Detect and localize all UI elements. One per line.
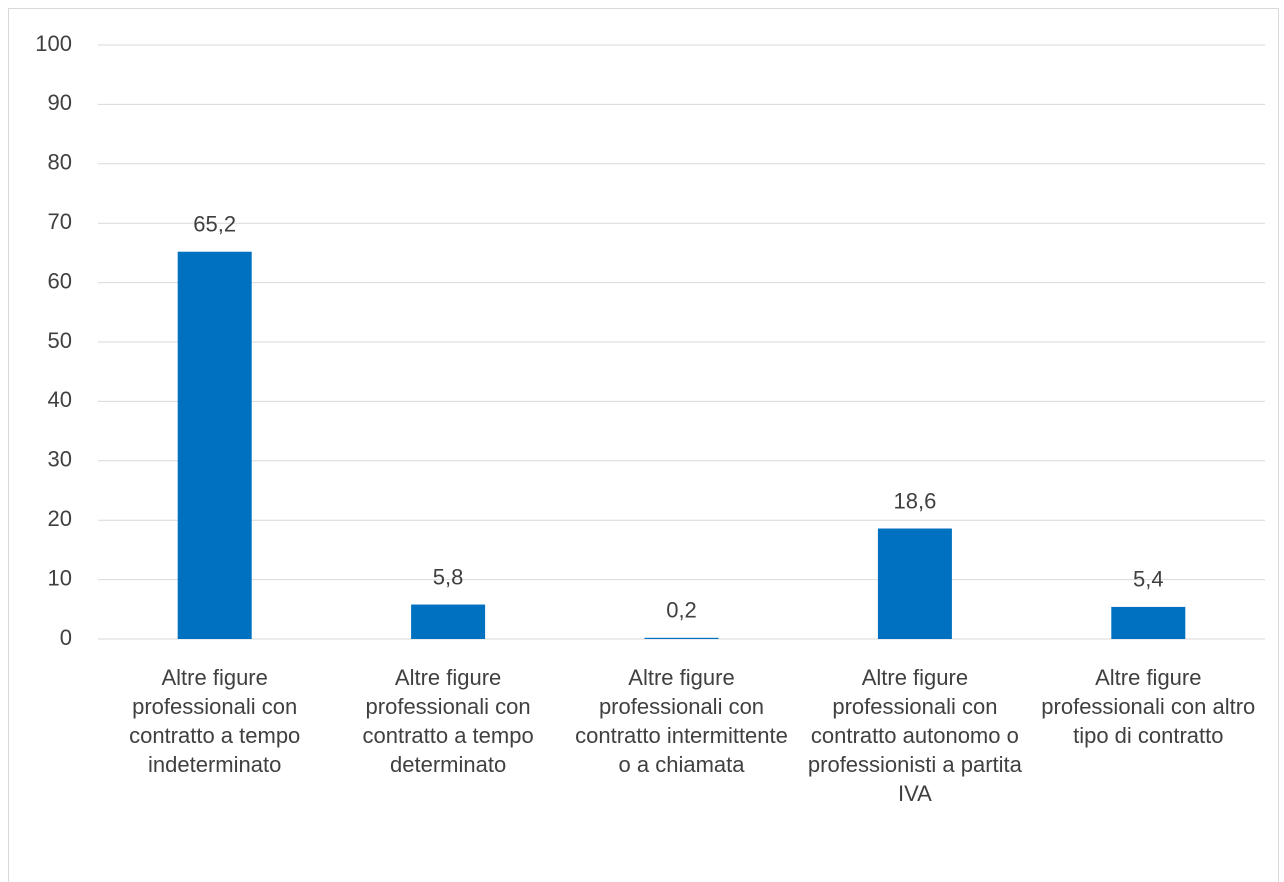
bar — [1111, 606, 1186, 639]
x-tick-label: Altre figure professionali con contratto… — [362, 665, 534, 777]
value-label: 0,2 — [666, 598, 697, 623]
x-tick-label: Altre figure professionali con contratto… — [129, 665, 301, 777]
y-tick-label: 20 — [48, 506, 72, 531]
x-tick-label: Altre figure professionali con contratto… — [575, 665, 788, 777]
bar — [411, 604, 486, 639]
value-label: 5,8 — [433, 564, 464, 589]
chart-border — [8, 8, 1279, 882]
y-tick-label: 30 — [48, 447, 72, 472]
bar — [644, 637, 719, 639]
bar — [877, 528, 952, 639]
y-tick-label: 70 — [48, 209, 72, 234]
y-tick-label: 60 — [48, 268, 72, 293]
x-tick-label: Altre figure professionali con contratto… — [807, 665, 1022, 806]
value-label: 65,2 — [193, 212, 236, 237]
value-label: 18,6 — [893, 488, 936, 513]
y-tick-label: 80 — [48, 150, 72, 175]
x-tick-label: Altre figure professionali con altro tip… — [1041, 665, 1256, 748]
bar — [177, 251, 252, 639]
y-tick-label: 40 — [48, 387, 72, 412]
y-tick-label: 10 — [48, 565, 72, 590]
y-tick-label: 100 — [35, 31, 72, 56]
y-tick-label: 90 — [48, 90, 72, 115]
y-tick-label: 0 — [60, 625, 72, 650]
y-tick-label: 50 — [48, 328, 72, 353]
value-label: 5,4 — [1133, 567, 1164, 592]
